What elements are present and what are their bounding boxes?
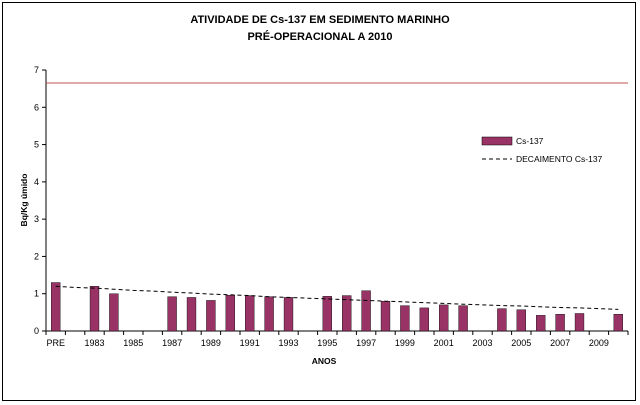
bar	[400, 305, 410, 332]
bar	[419, 307, 429, 332]
legend: Cs-137 DECAIMENTO Cs-137	[481, 136, 603, 164]
bar	[555, 314, 565, 332]
bar	[497, 308, 507, 332]
bar	[225, 295, 235, 332]
y-tick-label: 4	[34, 177, 39, 187]
x-tick-label: 1987	[162, 338, 182, 348]
bar	[613, 314, 623, 332]
x-tick-label: 2005	[511, 338, 531, 348]
bar	[574, 313, 585, 332]
x-tick-label: 1999	[395, 338, 415, 348]
x-tick-label: 2001	[434, 338, 454, 348]
x-axis-title: ANOS	[312, 356, 337, 366]
bar	[109, 293, 119, 332]
y-tick-label: 6	[34, 102, 39, 112]
x-tick-label: 1993	[278, 338, 298, 348]
x-tick-label: 2007	[550, 338, 570, 348]
bar	[516, 309, 526, 332]
x-tick-label: 1997	[356, 338, 376, 348]
bar	[89, 286, 100, 332]
y-axis-title: Bq/Kg úmido	[19, 174, 29, 227]
bar	[283, 297, 294, 332]
bar	[186, 297, 197, 332]
y-tick-label: 7	[34, 65, 39, 75]
bar	[167, 296, 177, 332]
x-tick-label: 1983	[84, 338, 104, 348]
x-tick-label: 2009	[589, 338, 609, 348]
x-tick-label: 1991	[240, 338, 260, 348]
x-tick-label: PRE	[46, 338, 65, 348]
x-tick-label: 2003	[472, 338, 492, 348]
y-tick-label: 2	[34, 251, 39, 261]
y-tick-label: 0	[34, 326, 39, 336]
chart-subtitle: PRÉ-OPERACIONAL A 2010	[247, 30, 392, 43]
y-tick-label: 3	[34, 214, 39, 224]
bar	[536, 315, 546, 332]
chart-frame	[2, 2, 636, 401]
bar	[380, 300, 391, 332]
legend-label-bar: Cs-137	[516, 136, 544, 146]
chart-title: ATIVIDADE DE Cs-137 EM SEDIMENTO MARINHO	[190, 14, 450, 26]
y-tick-label: 1	[34, 289, 39, 299]
x-tick-label: 1985	[123, 338, 143, 348]
legend-swatch-bar	[481, 136, 513, 146]
bar	[361, 290, 371, 332]
x-tick-label: 1995	[317, 338, 337, 348]
legend-label-line: DECAIMENTO Cs-137	[516, 154, 603, 164]
x-tick-label: 1989	[201, 338, 221, 348]
decay-series-line	[55, 285, 619, 310]
plot-area: 0 1 2 3 4 5 6 7 PRE 1983 1985 1987 1989 1991 1993 1995 1…	[34, 65, 629, 348]
bar	[322, 296, 332, 332]
y-tick-label: 5	[34, 140, 39, 150]
bar	[458, 305, 468, 332]
bar	[264, 296, 274, 332]
bar	[206, 300, 216, 332]
bar	[439, 304, 449, 332]
bar	[342, 295, 352, 332]
bar	[51, 282, 61, 332]
bar	[245, 295, 255, 332]
